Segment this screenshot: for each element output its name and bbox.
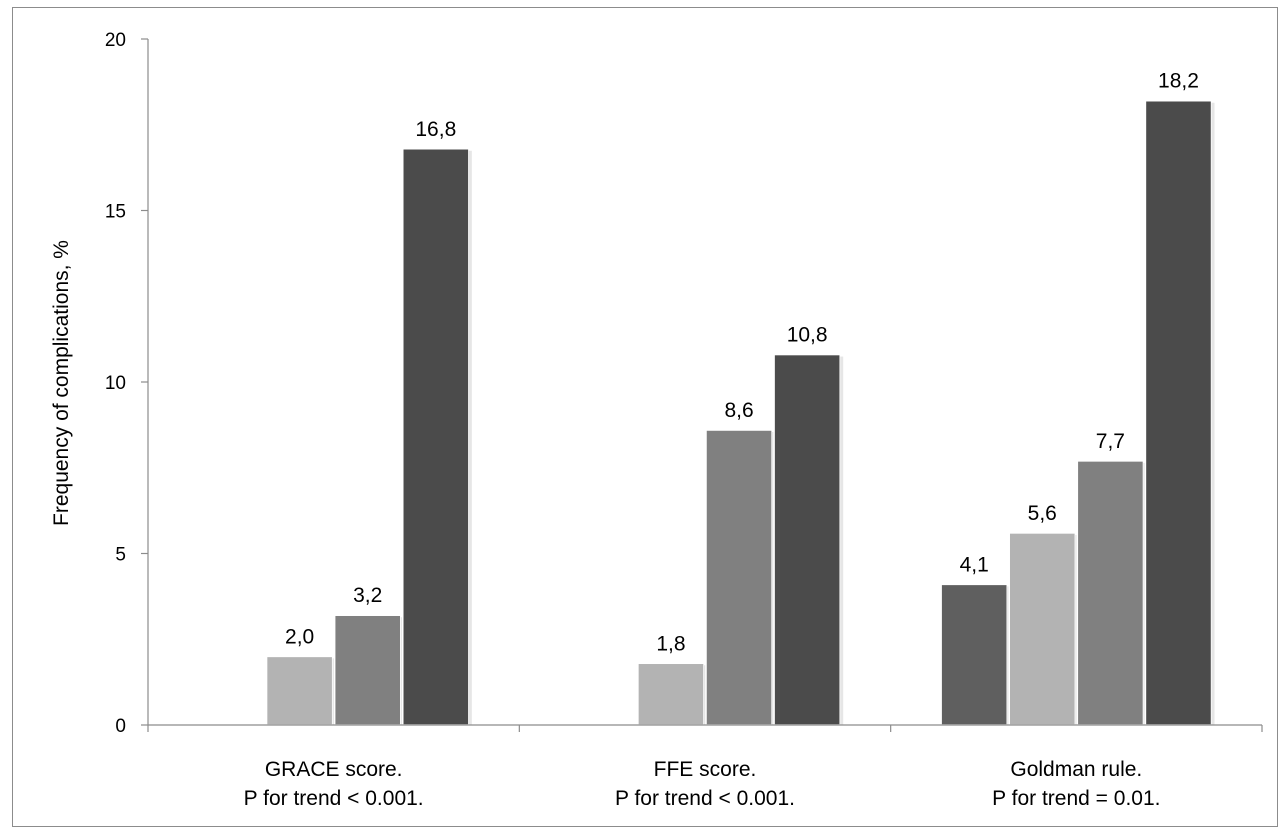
bar (333, 614, 402, 726)
bar (1076, 460, 1145, 726)
y-tick-label: 10 (105, 373, 126, 394)
y-axis-title: Frequency of complications, % (50, 240, 73, 526)
data-label: 7,7 (1096, 430, 1125, 453)
category-label-line2: P for trend < 0.001. (615, 787, 795, 810)
bar (940, 583, 1008, 726)
data-label: 5,6 (1028, 502, 1057, 525)
bar (1008, 532, 1077, 726)
y-tick-label: 5 (115, 545, 126, 566)
data-label: 1,8 (656, 632, 685, 655)
bar-shadow (840, 356, 844, 725)
bar (265, 655, 334, 726)
data-label: 2,0 (285, 625, 314, 648)
data-label: 10,8 (787, 324, 828, 347)
bar (637, 662, 705, 726)
y-tick-label: 15 (105, 202, 126, 223)
category-label-line2: P for trend = 0.01. (992, 787, 1160, 810)
data-label: 3,2 (353, 584, 382, 607)
data-label: 8,6 (724, 399, 753, 422)
bar (705, 429, 773, 726)
category-label-line1: FFE score. (654, 758, 757, 781)
data-label: 18,2 (1158, 70, 1199, 93)
data-label: 16,8 (415, 118, 456, 141)
y-tick-label: 20 (105, 30, 126, 51)
category-label-line2: P for trend < 0.001. (244, 787, 424, 810)
y-tick-label: 0 (115, 716, 126, 737)
bar-shadow (468, 150, 472, 725)
data-label: 4,1 (960, 553, 989, 576)
category-label-line1: Goldman rule. (1010, 758, 1142, 781)
bar (1144, 99, 1213, 726)
bar (402, 148, 470, 726)
bar-shadow (1211, 102, 1215, 726)
bar (773, 353, 841, 726)
category-label-line1: GRACE score. (265, 758, 403, 781)
